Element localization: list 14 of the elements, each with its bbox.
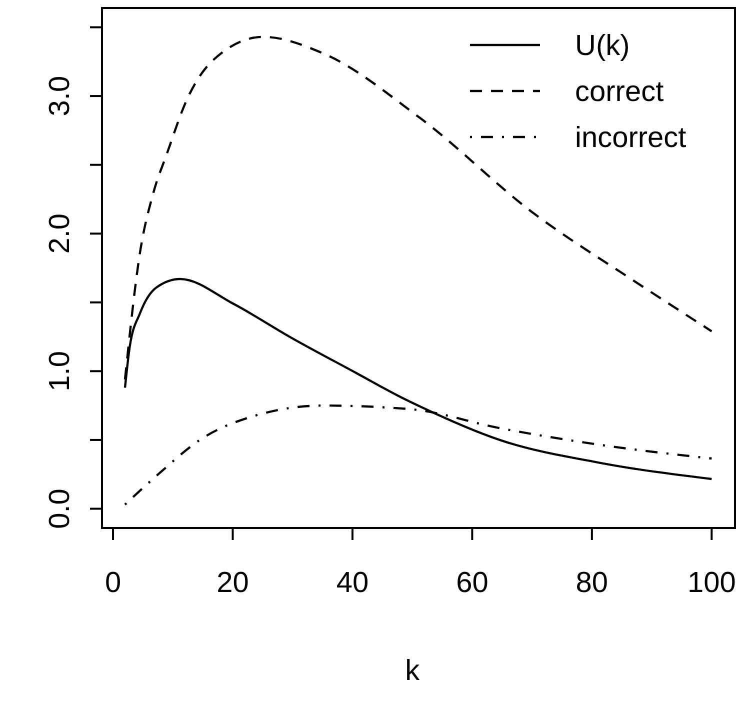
x-tick-label: 40: [336, 567, 369, 599]
y-tick-label: 2.0: [44, 213, 76, 254]
x-axis-title: k: [405, 655, 420, 687]
x-tick-label: 0: [104, 567, 122, 599]
x-tick-label: 60: [456, 567, 488, 599]
legend-label: correct: [575, 76, 664, 108]
y-tick-label: 1.0: [44, 351, 76, 392]
legend-label: incorrect: [575, 122, 686, 154]
y-tick-label: 0.0: [44, 488, 76, 529]
legend-label: U(k): [575, 30, 630, 62]
x-tick-label: 100: [687, 567, 736, 599]
x-tick-label: 20: [216, 567, 249, 599]
y-tick-label: 3.0: [44, 76, 76, 116]
x-tick-label: 80: [576, 567, 608, 599]
